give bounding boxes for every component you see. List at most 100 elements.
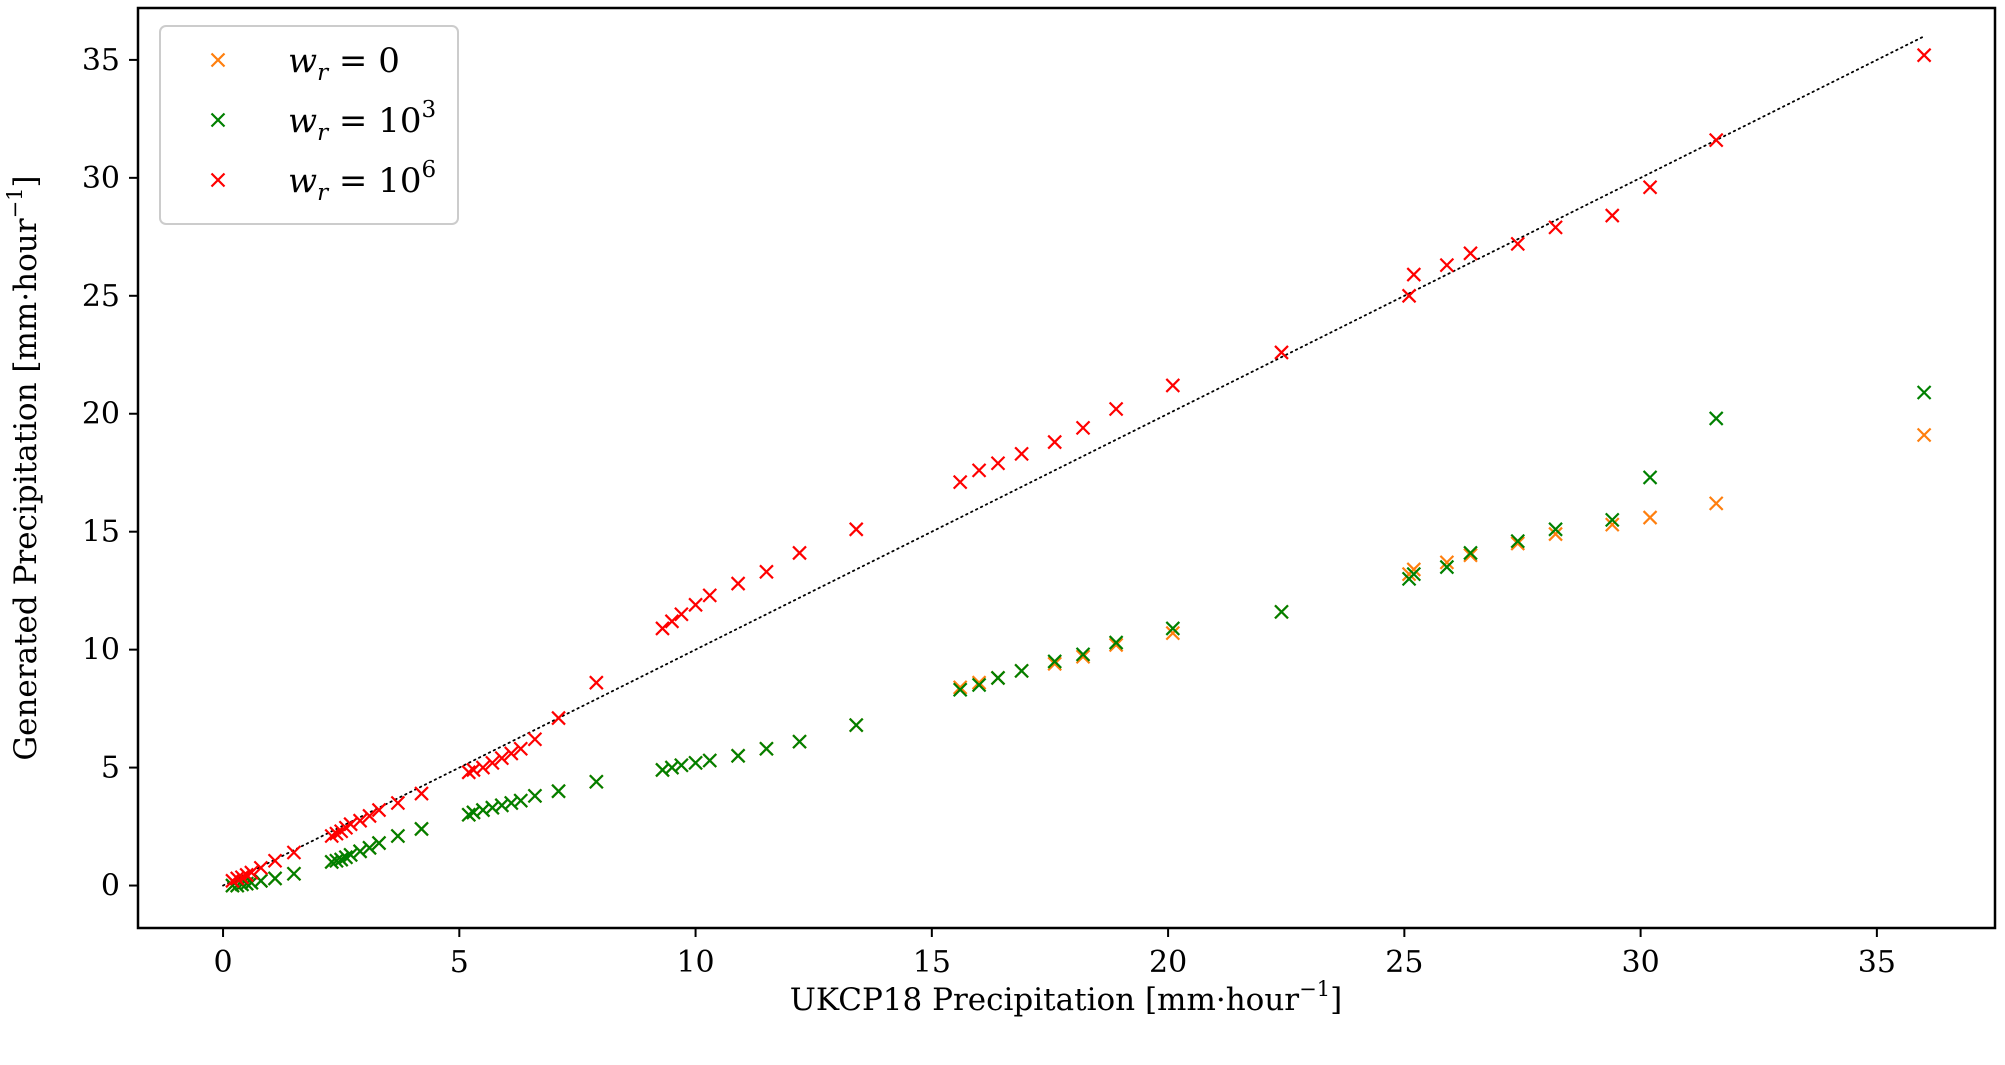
data-point: [352, 813, 368, 828]
y-axis: 0 5 10 15 20 25 30 35: [82, 43, 138, 904]
data-point: [971, 675, 987, 690]
data-point: [1014, 663, 1029, 679]
data-point: [702, 753, 718, 768]
legend-items: wr = 0 wr = 103 wr = 106: [210, 41, 436, 206]
data-point: [952, 680, 968, 695]
data-point: [390, 795, 406, 811]
data-point: [527, 788, 543, 804]
data-point: [1548, 220, 1563, 235]
data-point: [1916, 385, 1932, 400]
data-point: [414, 821, 429, 837]
data-point: [655, 762, 670, 778]
y-tick-label: 20: [82, 397, 120, 432]
data-point: [655, 621, 670, 636]
data-point: [333, 852, 349, 867]
reference-line: [222, 35, 1926, 887]
data-point: [664, 614, 680, 629]
data-point: [267, 871, 283, 886]
data-point: [1439, 555, 1455, 570]
data-point: [971, 463, 987, 478]
data-point: [485, 755, 500, 771]
data-point: [730, 748, 746, 764]
data-point: [1165, 378, 1181, 393]
data-point: [1916, 427, 1932, 443]
data-point: [390, 828, 406, 844]
data-point: [1604, 512, 1620, 528]
data-point: [504, 795, 519, 811]
y-tick-label: 10: [82, 633, 120, 668]
data-point: [792, 545, 807, 561]
data-point: [343, 816, 358, 832]
data-point: [1165, 621, 1181, 636]
data-point: [352, 844, 368, 859]
data-point: [730, 576, 746, 591]
y-tick-label: 25: [82, 279, 120, 314]
data-point: [1075, 649, 1091, 664]
data-point: [1047, 654, 1062, 669]
data-point: [371, 835, 387, 851]
series-3: [225, 47, 1932, 889]
data-point: [414, 786, 429, 801]
data-point: [1274, 345, 1289, 360]
y-tick-label: 0: [101, 869, 120, 904]
data-point: [674, 606, 689, 622]
data-point: [1463, 545, 1478, 561]
data-point: [338, 849, 354, 865]
data-point: [461, 765, 477, 780]
data-point: [589, 774, 604, 790]
data-point: [324, 828, 340, 844]
x-axis: 0 5 10 15 20 25 30 35: [214, 928, 1896, 980]
data-point: [688, 597, 703, 613]
data-point: [527, 732, 543, 747]
data-point: [329, 853, 344, 869]
data-point: [702, 588, 718, 603]
data-point: [329, 826, 344, 841]
y-tick-label: 15: [82, 515, 120, 550]
data-point: [362, 840, 377, 856]
y-tick-label: 35: [82, 43, 120, 78]
data-point: [466, 805, 481, 820]
data-point: [1642, 470, 1658, 485]
x-tick-label: 25: [1385, 945, 1423, 980]
legend: wr = 0 wr = 103 wr = 106: [159, 25, 459, 225]
x-tick-label: 30: [1622, 945, 1660, 980]
data-point: [1548, 526, 1563, 542]
data-point: [1108, 637, 1124, 653]
data-point: [324, 854, 340, 870]
legend-marker: [210, 52, 226, 68]
data-point: [1548, 522, 1563, 537]
data-point: [1108, 635, 1124, 650]
legend-label: wr = 106: [288, 157, 436, 206]
data-point: [1047, 434, 1062, 450]
data-point: [504, 746, 519, 761]
data-point: [674, 757, 689, 773]
data-point: [1708, 496, 1724, 511]
data-point: [513, 741, 529, 756]
x-tick-label: 0: [214, 945, 233, 980]
data-point: [759, 741, 774, 756]
data-point: [1439, 257, 1455, 273]
data-point: [1642, 180, 1658, 195]
data-point: [286, 845, 302, 860]
legend-label: wr = 103: [288, 97, 436, 146]
data-point: [229, 871, 245, 886]
data-point: [1708, 411, 1724, 426]
x-tick-label: 10: [676, 945, 714, 980]
legend-marker: [210, 112, 226, 128]
data-point: [466, 762, 481, 778]
legend-box: [159, 25, 459, 225]
x-tick-label: 35: [1858, 945, 1896, 980]
y-axis-title: Generated Precipitation [mm·hour−1]: [3, 175, 44, 760]
data-point: [688, 755, 703, 771]
data-point: [952, 474, 968, 490]
data-point: [1401, 288, 1417, 304]
data-point: [343, 847, 358, 863]
data-point: [1510, 536, 1526, 551]
data-point: [1510, 533, 1526, 549]
data-point: [1463, 246, 1478, 261]
data-point: [475, 760, 491, 775]
data-point: [267, 853, 283, 869]
data-point: [494, 798, 510, 813]
